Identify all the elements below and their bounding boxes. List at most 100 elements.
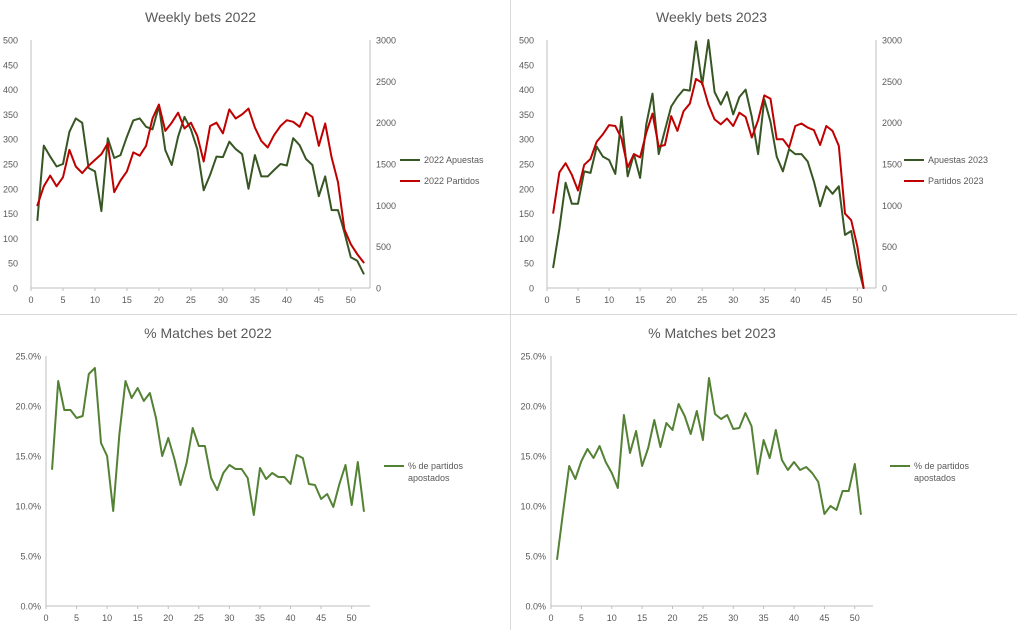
legend-label: % de partidos apostados	[914, 461, 970, 483]
y-tick-label: 200	[519, 184, 534, 194]
legend-label: % de partidos apostados	[408, 461, 464, 483]
y2-tick-label: 2500	[882, 77, 902, 87]
x-tick-label: 5	[576, 295, 581, 305]
x-tick-label: 0	[544, 295, 549, 305]
chart-layer: Weekly bets 2022050100150200250300350400…	[3, 9, 484, 305]
x-tick-label: 25	[697, 295, 707, 305]
chart-svg: % Matches bet 2023 0.0% 5.0% 10.0% 15.0% 20.0…	[520, 325, 970, 623]
chart-title: % Matches bet 2023	[648, 325, 776, 341]
x-tick-label: 25	[186, 295, 196, 305]
chart-layer: Weekly bets 2023050100150200250300350400…	[519, 9, 988, 305]
legend-label: 2022 Apuestas	[424, 155, 484, 165]
x-tick-label: 30	[728, 613, 738, 623]
chart-title: % Matches bet 2022	[144, 325, 272, 341]
y-tick-label: 500	[3, 36, 18, 46]
y2-tick-label: 500	[882, 242, 897, 252]
x-tick-label: 30	[728, 295, 738, 305]
x-tick-label: 15	[133, 613, 143, 623]
y-tick-label: 450	[3, 60, 18, 70]
y2-tick-label: 3000	[376, 36, 396, 46]
y-tick-label: 0.0%	[525, 602, 546, 612]
y-tick-label: 20.0%	[15, 402, 41, 412]
y2-tick-label: 3000	[882, 36, 902, 46]
x-tick-label: 30	[224, 613, 234, 623]
y2-tick-label: 2500	[376, 77, 396, 87]
x-tick-label: 20	[668, 613, 678, 623]
y-tick-label: 0	[13, 284, 18, 294]
y-tick-label: 50	[8, 259, 18, 269]
x-tick-label: 40	[790, 295, 800, 305]
x-tick-label: 45	[819, 613, 829, 623]
x-tick-label: 25	[698, 613, 708, 623]
y2-tick-label: 500	[376, 242, 391, 252]
x-tick-label: 0	[548, 613, 553, 623]
legend-label: Apuestas 2023	[928, 155, 988, 165]
y2-tick-label: 0	[882, 284, 887, 294]
x-tick-label: 15	[122, 295, 132, 305]
x-tick-label: 10	[604, 295, 614, 305]
y-tick-label: 0	[529, 284, 534, 294]
x-tick-label: 5	[60, 295, 65, 305]
y-tick-label: 250	[519, 160, 534, 170]
y-tick-label: 10.0%	[520, 502, 546, 512]
y-tick-label: 250	[3, 160, 18, 170]
chart-title: Weekly bets 2023	[656, 9, 767, 25]
x-tick-label: 35	[759, 613, 769, 623]
series-line--de-partidos-apostados	[51, 367, 365, 516]
y-tick-label: 450	[519, 60, 534, 70]
chart-svg: % Matches bet 2022 0.0% 5.0% 10.0% 15.0% 20.0…	[15, 325, 463, 623]
y-tick-label: 50	[524, 259, 534, 269]
x-tick-label: 35	[759, 295, 769, 305]
y-tick-label: 350	[3, 110, 18, 120]
y-tick-label: 150	[3, 209, 18, 219]
x-tick-label: 45	[316, 613, 326, 623]
x-tick-label: 50	[346, 295, 356, 305]
y-tick-label: 20.0%	[520, 402, 546, 412]
y-tick-label: 15.0%	[15, 452, 41, 462]
x-tick-label: 35	[250, 295, 260, 305]
series-line-2022-apuestas	[36, 105, 365, 275]
x-tick-label: 20	[666, 295, 676, 305]
chart-svg: Weekly bets 2022050100150200250300350400…	[3, 9, 484, 305]
x-tick-label: 10	[90, 295, 100, 305]
x-tick-label: 0	[43, 613, 48, 623]
x-tick-label: 20	[154, 295, 164, 305]
chart-pct-matches-bet-2022: % Matches bet 2022 0.0% 5.0% 10.0% 15.0% 20.0…	[0, 316, 510, 630]
chart-weekly-bets-2023: Weekly bets 2023 0 50 100 150 200 250 300 350 400…	[510, 0, 1017, 314]
y-tick-label: 150	[519, 209, 534, 219]
x-tick-label: 30	[218, 295, 228, 305]
y2-tick-label: 1000	[376, 201, 396, 211]
x-tick-label: 10	[102, 613, 112, 623]
y-tick-label: 10.0%	[15, 502, 41, 512]
x-tick-label: 35	[255, 613, 265, 623]
series-line-2022-partidos	[36, 103, 365, 264]
y-tick-label: 100	[519, 234, 534, 244]
y2-tick-label: 0	[376, 284, 381, 294]
chart-layer: % Matches bet 2022 0.0% 5.0% 10.0% 15.0% 20.0…	[15, 325, 463, 623]
vertical-divider	[510, 0, 511, 630]
x-tick-label: 5	[74, 613, 79, 623]
x-tick-label: 5	[579, 613, 584, 623]
x-tick-label: 50	[347, 613, 357, 623]
y-tick-label: 350	[519, 110, 534, 120]
x-tick-label: 20	[163, 613, 173, 623]
y-tick-label: 500	[519, 36, 534, 46]
chart-title: Weekly bets 2022	[145, 9, 256, 25]
y-tick-label: 5.0%	[20, 552, 41, 562]
y2-tick-label: 2000	[376, 118, 396, 128]
chart-weekly-bets-2022: Weekly bets 2022 0 50 100 150 200 250 300 350 400…	[0, 0, 510, 314]
x-tick-label: 10	[607, 613, 617, 623]
horizontal-divider	[0, 314, 1017, 315]
y-tick-label: 400	[519, 85, 534, 95]
y2-tick-label: 1000	[882, 201, 902, 211]
y-tick-label: 100	[3, 234, 18, 244]
series-line--de-partidos-apostados	[556, 377, 862, 560]
y-tick-label: 0.0%	[20, 602, 41, 612]
chart-pct-matches-bet-2023: % Matches bet 2023 0.0% 5.0% 10.0% 15.0% 20.0…	[510, 316, 1017, 630]
x-tick-label: 50	[850, 613, 860, 623]
x-tick-label: 0	[28, 295, 33, 305]
x-tick-label: 15	[637, 613, 647, 623]
y-tick-label: 300	[519, 135, 534, 145]
y2-tick-label: 1500	[882, 160, 902, 170]
x-tick-label: 40	[286, 613, 296, 623]
